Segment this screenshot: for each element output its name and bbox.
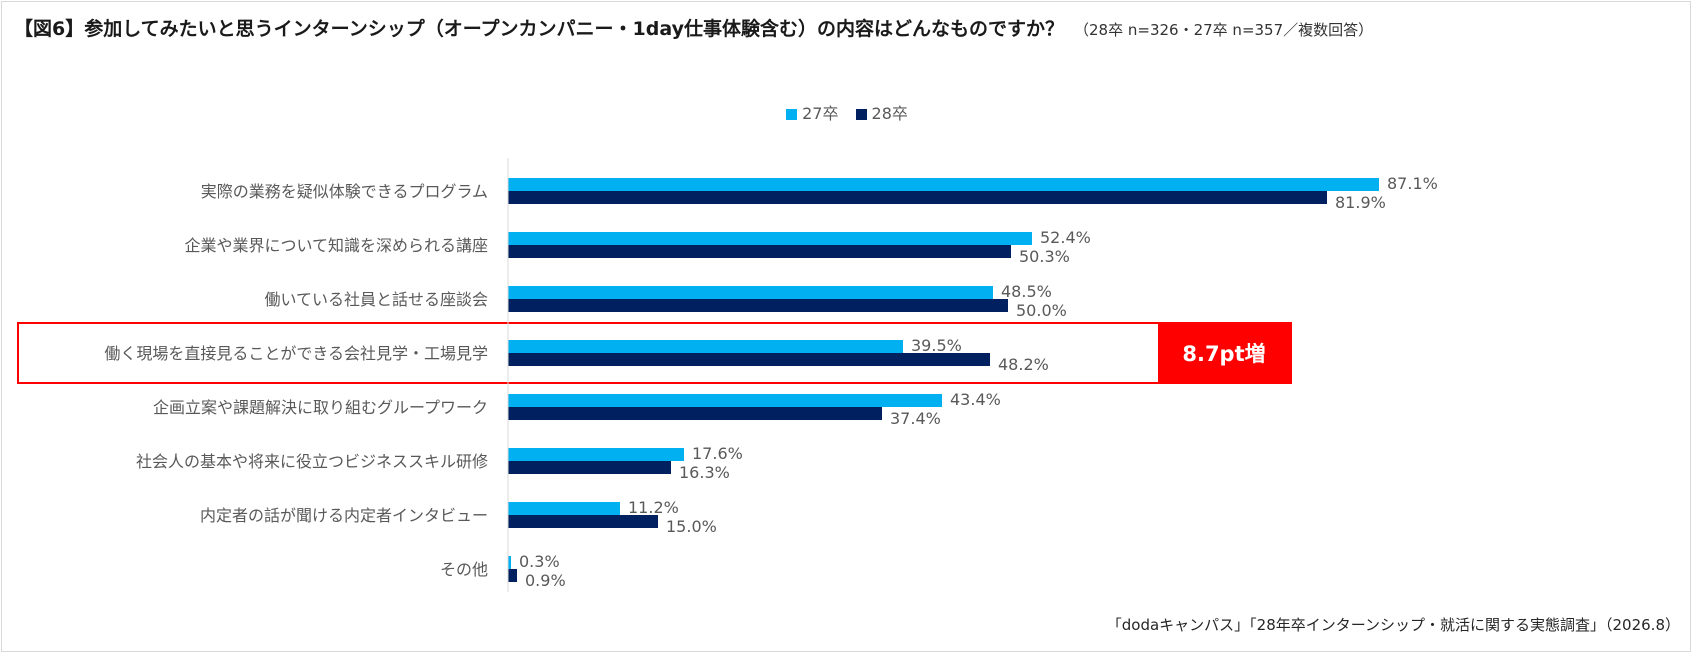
category-label: 実際の業務を疑似体験できるプログラム xyxy=(201,182,488,201)
category-label: その他 xyxy=(440,560,488,579)
value-label-27卒: 39.5% xyxy=(911,336,962,355)
legend-item-28: 28卒 xyxy=(855,100,908,124)
legend: 27卒 28卒 xyxy=(0,100,1694,124)
bar-28卒 xyxy=(508,299,1008,312)
value-label-28卒: 50.0% xyxy=(1016,301,1067,320)
chart-title-main: 【図6】参加してみたいと思うインターンシップ（オープンカンパニー・1day仕事体… xyxy=(14,18,1065,40)
legend-label-27: 27卒 xyxy=(802,104,839,123)
bar-27卒 xyxy=(508,556,511,569)
bar-28卒 xyxy=(508,569,517,582)
value-label-27卒: 11.2% xyxy=(628,498,679,517)
value-label-28卒: 16.3% xyxy=(679,463,730,482)
bar-28卒 xyxy=(508,191,1327,204)
category-label: 内定者の話が聞ける内定者インタビュー xyxy=(200,506,488,525)
value-label-28卒: 50.3% xyxy=(1019,247,1070,266)
bar-28卒 xyxy=(508,461,671,474)
bar-28卒 xyxy=(508,245,1011,258)
bar-27卒 xyxy=(508,448,684,461)
value-label-27卒: 43.4% xyxy=(950,390,1001,409)
value-label-27卒: 48.5% xyxy=(1001,282,1052,301)
bar-27卒 xyxy=(508,178,1379,191)
value-label-27卒: 0.3% xyxy=(519,552,560,571)
bar-27卒 xyxy=(508,502,620,515)
legend-label-28: 28卒 xyxy=(871,104,908,123)
highlight-callout xyxy=(1158,323,1291,383)
bar-28卒 xyxy=(508,515,658,528)
value-label-27卒: 87.1% xyxy=(1387,174,1438,193)
bar-27卒 xyxy=(508,340,903,353)
category-label: 働いている社員と話せる座談会 xyxy=(264,290,488,309)
bar-27卒 xyxy=(508,394,942,407)
value-label-28卒: 0.9% xyxy=(525,571,566,590)
chart-title-sub: （28卒 n=326・27卒 n=357／複数回答） xyxy=(1074,21,1374,39)
category-label: 企画立案や課題解決に取り組むグループワーク xyxy=(153,398,488,417)
value-label-28卒: 37.4% xyxy=(890,409,941,428)
chart-title: 【図6】参加してみたいと思うインターンシップ（オープンカンパニー・1day仕事体… xyxy=(14,14,1373,41)
bar-28卒 xyxy=(508,353,990,366)
legend-swatch-27 xyxy=(786,109,798,120)
bar-28卒 xyxy=(508,407,882,420)
value-label-28卒: 48.2% xyxy=(998,355,1049,374)
category-label: 社会人の基本や将来に役立つビジネススキル研修 xyxy=(136,452,488,471)
value-label-28卒: 15.0% xyxy=(666,517,717,536)
bar-27卒 xyxy=(508,286,993,299)
value-label-28卒: 81.9% xyxy=(1335,193,1386,212)
highlight-callout-text: 8.7pt増 xyxy=(1182,342,1265,366)
value-label-27卒: 52.4% xyxy=(1040,228,1091,247)
legend-swatch-28 xyxy=(855,109,867,120)
value-label-27卒: 17.6% xyxy=(692,444,743,463)
source-note: 「dodaキャンパス」「28年卒インターンシップ・就活に関する実態調査」（202… xyxy=(1106,616,1680,634)
category-label: 企業や業界について知識を深められる講座 xyxy=(184,236,488,255)
category-label: 働く現場を直接見ることができる会社見学・工場見学 xyxy=(104,344,488,363)
bar-27卒 xyxy=(508,232,1032,245)
legend-item-27: 27卒 xyxy=(786,100,838,124)
